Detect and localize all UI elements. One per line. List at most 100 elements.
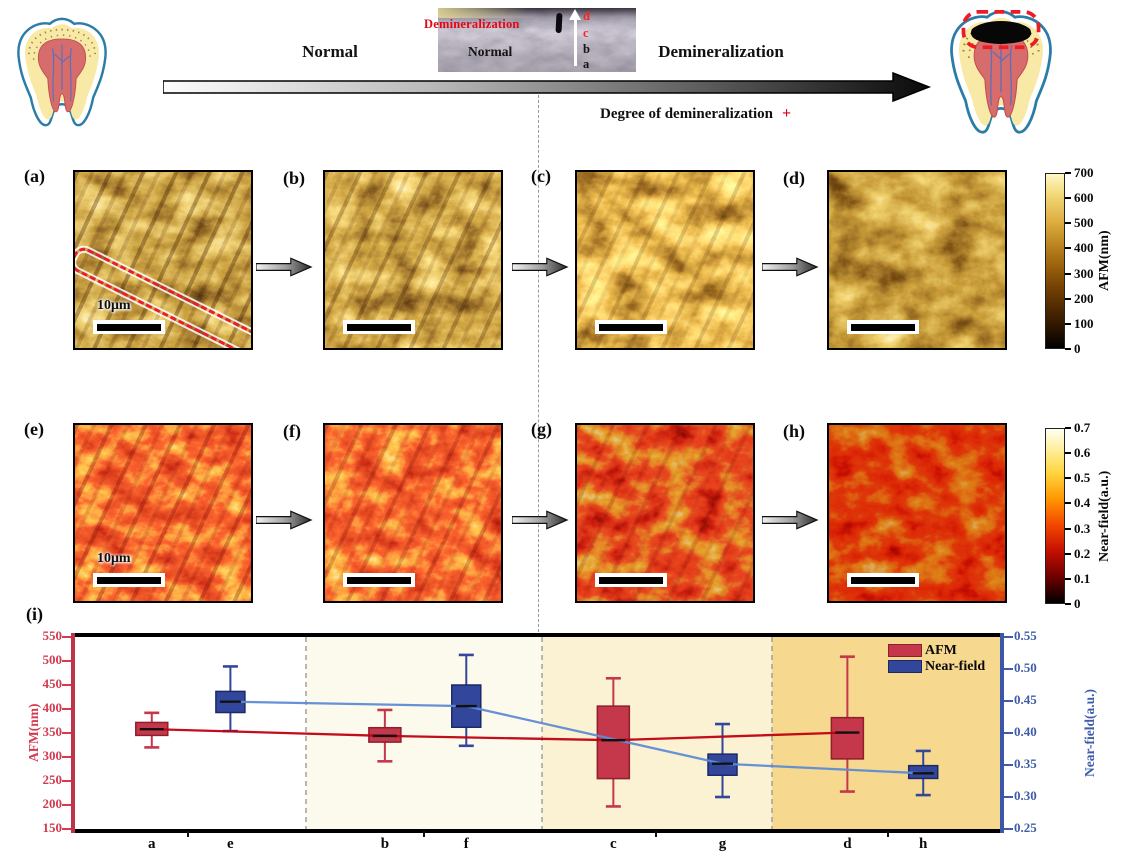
- inset-arrow-label-b: b: [583, 42, 590, 56]
- legend-swatch-afm: [888, 643, 922, 657]
- scale-bar-label: 10μm: [97, 298, 131, 313]
- panel-label-b: (b): [283, 168, 305, 188]
- afm-colorbar-title: AFM(nm): [1097, 230, 1112, 292]
- colorbar-tick-label: 0.7: [1074, 420, 1091, 435]
- right-axis-tick-label: 0.40: [1014, 724, 1037, 739]
- left-axis-tick-mark: [62, 635, 71, 639]
- colorbar-tick-label: 0: [1074, 596, 1081, 611]
- x-category-label: d: [843, 836, 852, 852]
- nearfield-image-h: [827, 423, 1007, 603]
- plot-right-spine: [1000, 633, 1004, 833]
- inset-arrow-label-a: a: [583, 57, 590, 71]
- nearfield-texture-f: [325, 425, 501, 601]
- arrow-g-to-h: [762, 510, 819, 530]
- colorbar-tick-label: 0.4: [1074, 495, 1091, 511]
- boxplot-canvas: [75, 637, 1000, 829]
- right-axis-tick-mark: [1004, 731, 1013, 735]
- colorbar-tick-mark: [1065, 577, 1071, 580]
- arrow-e-to-f: [256, 510, 313, 530]
- healthy-tooth-icon: [10, 14, 114, 132]
- legend-label-nearfield: Near-field: [925, 658, 986, 674]
- colorbar-tick-mark: [1065, 477, 1071, 480]
- left-axis-tick-mark: [62, 707, 71, 711]
- degree-text: Degree of demineralization: [600, 106, 774, 122]
- scale-bar-line: [851, 576, 915, 584]
- colorbar-tick-label: 300: [1074, 265, 1094, 281]
- chart-legend: AFM Near-field: [888, 642, 1000, 674]
- afm-texture-a: [75, 172, 251, 348]
- afm-image-a: 10μm: [73, 170, 253, 350]
- degree-of-demineralization-label: Degree of demineralization +: [600, 105, 791, 123]
- left-axis-tick-mark: [62, 779, 71, 783]
- colorbar-tick-mark: [1065, 527, 1071, 530]
- colorbar-tick-mark: [1065, 272, 1071, 275]
- demineralization-gradient-arrow: [163, 71, 932, 103]
- left-axis-tick-mark: [62, 827, 71, 831]
- scale-bar: [595, 573, 667, 587]
- x-axis-tick-mark: [887, 831, 890, 837]
- inset-label-demineralization: Demineralization: [424, 17, 520, 31]
- right-axis-tick-mark: [1004, 827, 1013, 831]
- afm-texture-c: [577, 172, 753, 348]
- colorbar-tick-mark: [1065, 452, 1071, 455]
- arrow-a-to-b: [256, 257, 313, 277]
- plot-left-spine: [71, 633, 75, 833]
- panel-label-f: (f): [283, 421, 301, 441]
- decayed-tooth-icon: [942, 9, 1060, 140]
- scale-bar-label: 10μm: [97, 551, 131, 566]
- center-dashed-divider: [538, 95, 539, 637]
- colorbar-tick-label: 0.5: [1074, 470, 1091, 486]
- afm-image-d: [827, 170, 1007, 350]
- x-axis-tick-mark: [654, 831, 657, 837]
- scale-bar: [847, 320, 919, 334]
- colorbar-tick-label: 0.1: [1074, 570, 1091, 586]
- colorbar-tick-label: 700: [1074, 165, 1094, 180]
- legend-label-afm: AFM: [925, 642, 957, 658]
- inset-up-arrow-head: [569, 9, 581, 20]
- legend-entry-afm: AFM: [888, 642, 1000, 658]
- panel-label-c: (c): [531, 166, 551, 186]
- colorbar-tick-label: 200: [1074, 290, 1094, 306]
- left-axis-tick-label: 400: [42, 700, 63, 715]
- colorbar-tick-mark: [1065, 427, 1071, 429]
- left-axis-tick-label: 500: [42, 652, 63, 667]
- left-axis-tick-label: 450: [42, 676, 63, 691]
- degree-plus-sign: +: [782, 105, 792, 122]
- scale-bar: [595, 320, 667, 334]
- plot-bottom-spine: [71, 829, 1004, 833]
- legend-entry-nearfield: Near-field: [888, 658, 1000, 674]
- nearfield-image-g: [575, 423, 755, 603]
- left-axis-tick-mark: [62, 755, 71, 759]
- right-axis-title: Near-field(a.u.): [1082, 689, 1097, 777]
- right-axis-tick-label: 0.25: [1014, 820, 1037, 835]
- left-axis-tick-label: 200: [42, 796, 63, 811]
- cavity-highlight-dashed-rect: [961, 9, 1041, 50]
- photo-defect-mark: [555, 12, 563, 34]
- scale-bar: [93, 320, 165, 334]
- inset-arrow-label-d: d: [583, 9, 590, 23]
- cavity-blob: [970, 20, 1032, 45]
- x-axis-tick-mark: [186, 831, 189, 837]
- right-axis-tick-label: 0.50: [1014, 660, 1037, 675]
- scale-bar: [343, 320, 415, 334]
- afm-texture-d: [829, 172, 1005, 348]
- scale-bar-line: [851, 323, 915, 331]
- colorbar-tick-mark: [1065, 348, 1071, 350]
- colorbar-tick-mark: [1065, 172, 1071, 174]
- nearfield-colorbar: [1045, 428, 1065, 604]
- right-axis-tick-label: 0.30: [1014, 788, 1037, 803]
- arrow-f-to-g: [512, 510, 569, 530]
- x-category-label: g: [718, 836, 727, 852]
- header-label-normal: Normal: [302, 42, 358, 61]
- x-category-label: f: [463, 836, 469, 852]
- colorbar-tick-mark: [1065, 552, 1071, 555]
- colorbar-tick-mark: [1065, 297, 1071, 300]
- colorbar-tick-mark: [1065, 603, 1071, 605]
- scale-bar: [847, 573, 919, 587]
- left-axis-tick-mark: [62, 731, 71, 735]
- scale-bar-line: [599, 576, 663, 584]
- panel-label-g: (g): [531, 419, 552, 439]
- x-axis-tick-mark: [422, 831, 425, 837]
- colorbar-tick-mark: [1065, 222, 1071, 225]
